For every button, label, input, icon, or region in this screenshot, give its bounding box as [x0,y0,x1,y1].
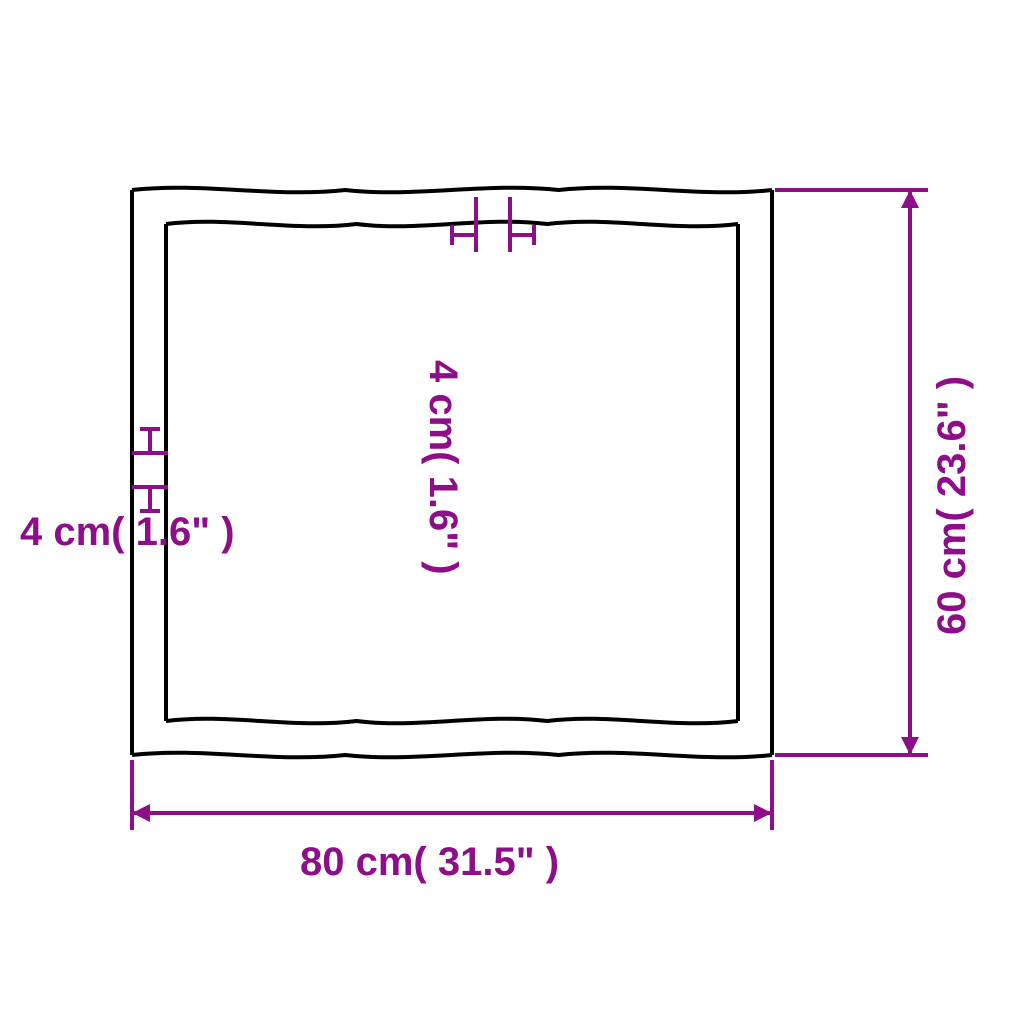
dimension-edge-horizontal-label: 4 cm( 1.6" ) [20,510,235,555]
dimension-width-label: 80 cm( 31.5" ) [300,840,559,885]
diagram-stage: 80 cm( 31.5" ) 60 cm( 23.6" ) 4 cm( 1.6"… [0,0,1024,1024]
dimension-height-label: 60 cm( 23.6" ) [930,376,975,635]
dimension-edge-vertical-label: 4 cm( 1.6" ) [420,360,465,575]
